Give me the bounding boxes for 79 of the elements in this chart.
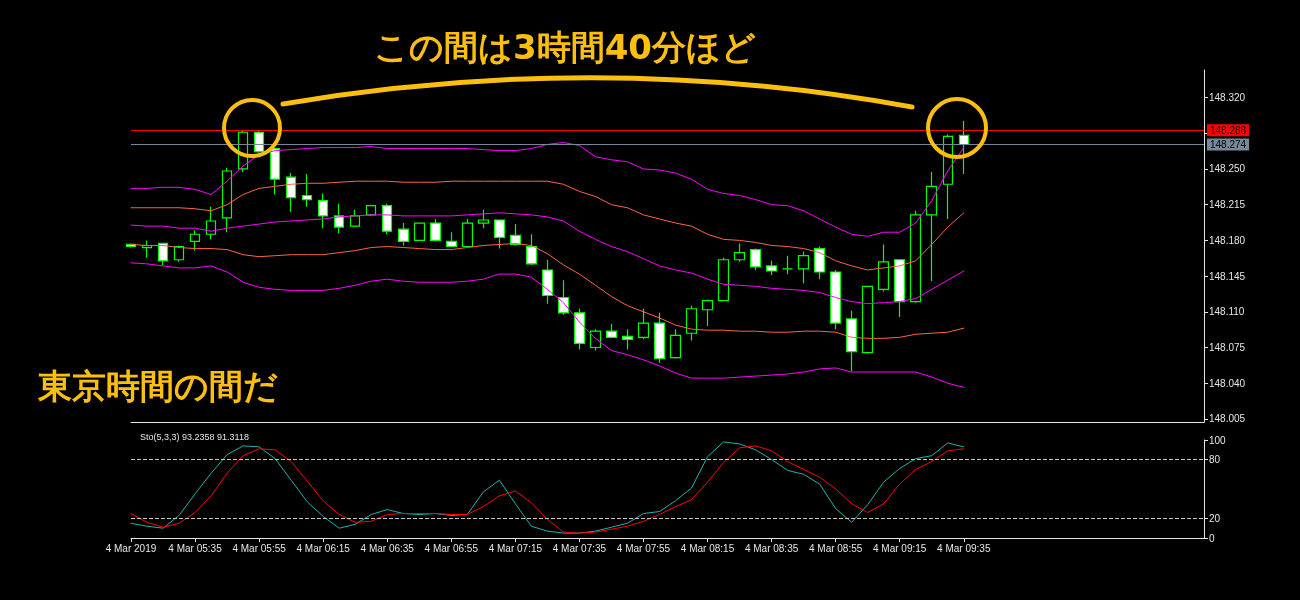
y-tick-label: 148.110 [1209, 306, 1245, 318]
y-tick-label: 148.040 [1209, 377, 1246, 389]
x-tick-label: 4 Mar 09:35 [937, 542, 991, 554]
chart-title: Sto(5,3,3) 93.2358 91.3118 [140, 431, 249, 442]
candlestick [797, 251, 810, 284]
candlestick [253, 130, 265, 154]
x-tick-label: 4 Mar 09:15 [873, 542, 927, 554]
candlestick [765, 260, 778, 276]
candlestick [877, 243, 890, 292]
candlestick [317, 192, 329, 229]
line-series [130, 212, 965, 305]
y-tick-label: 148.005 [1209, 413, 1246, 425]
candlestick [413, 222, 426, 241]
x-tick-label: 4 Mar 06:55 [424, 542, 479, 554]
candlestick [958, 120, 970, 175]
y-tick-label: 100 [1209, 434, 1227, 446]
candlestick [493, 219, 506, 250]
candlestick [829, 269, 842, 330]
candlestick [605, 323, 618, 338]
candlestick [813, 245, 826, 280]
candlestick [861, 285, 874, 355]
y-tick-label: 20 [1209, 512, 1221, 524]
candlestick [221, 167, 233, 233]
candlestick [397, 222, 410, 247]
candlestick [573, 308, 586, 351]
candlestick [541, 259, 554, 305]
candlestick [781, 255, 794, 275]
y-tick-label: 148.180 [1209, 234, 1246, 246]
x-tick-label: 4 Mar 07:55 [616, 542, 671, 554]
candlestick [445, 231, 458, 248]
candlestick [381, 203, 393, 235]
candlestick [845, 310, 858, 372]
candlestick [669, 328, 682, 360]
candlestick [925, 171, 938, 282]
text: この間は3時間40分ほど [374, 27, 756, 67]
line-series [130, 242, 965, 339]
candlestick [653, 312, 666, 364]
line-series [130, 141, 965, 237]
candlestick [733, 242, 746, 263]
annotation: 東京時間の間だ [37, 366, 278, 406]
ref-line-label: 148.274 [1210, 138, 1247, 150]
candlestick [893, 259, 906, 318]
y-tick-label: 80 [1209, 454, 1221, 466]
x-tick-label: 4 Mar 08:35 [744, 542, 799, 554]
candlestick [621, 328, 634, 351]
y-tick-label: 148.215 [1209, 199, 1246, 211]
x-tick-label: 4 Mar 2019 [105, 542, 157, 554]
candlestick [717, 257, 730, 302]
candlestick [461, 218, 474, 248]
candlestick [333, 203, 345, 234]
x-tick-label: 4 Mar 05:35 [168, 542, 223, 554]
x-tick-label: 4 Mar 05:55 [232, 542, 287, 554]
candlestick [477, 209, 490, 229]
candlestick [701, 298, 714, 327]
candlestick [637, 308, 650, 340]
candlestick [349, 209, 361, 227]
x-tick-label: 4 Mar 06:35 [360, 542, 415, 554]
candlestick [429, 218, 442, 243]
y-tick-label: 148.320 [1209, 92, 1246, 104]
y-tick-label: 148.250 [1209, 163, 1246, 175]
candlestick [749, 247, 762, 271]
x-tick-label: 4 Mar 06:15 [296, 542, 351, 554]
candlestick [525, 233, 538, 266]
y-tick-label: 0 [1209, 532, 1215, 544]
candlestick [301, 173, 313, 208]
candlestick [285, 172, 297, 213]
ref-line-label: 148.288 [1210, 124, 1247, 136]
x-tick-label: 4 Mar 07:35 [552, 542, 607, 554]
x-tick-label: 4 Mar 07:15 [488, 542, 543, 554]
candlestick [157, 242, 169, 266]
candlestick [269, 147, 281, 196]
candlestick [189, 229, 201, 252]
y-tick-label: 148.145 [1209, 270, 1246, 282]
y-tick-label: 148.075 [1209, 342, 1246, 354]
line-series [130, 180, 965, 271]
x-tick-label: 4 Mar 08:15 [680, 542, 735, 554]
x-tick-label: 4 Mar 08:55 [808, 542, 863, 554]
candlestick [909, 210, 922, 304]
candlestick [685, 305, 698, 341]
